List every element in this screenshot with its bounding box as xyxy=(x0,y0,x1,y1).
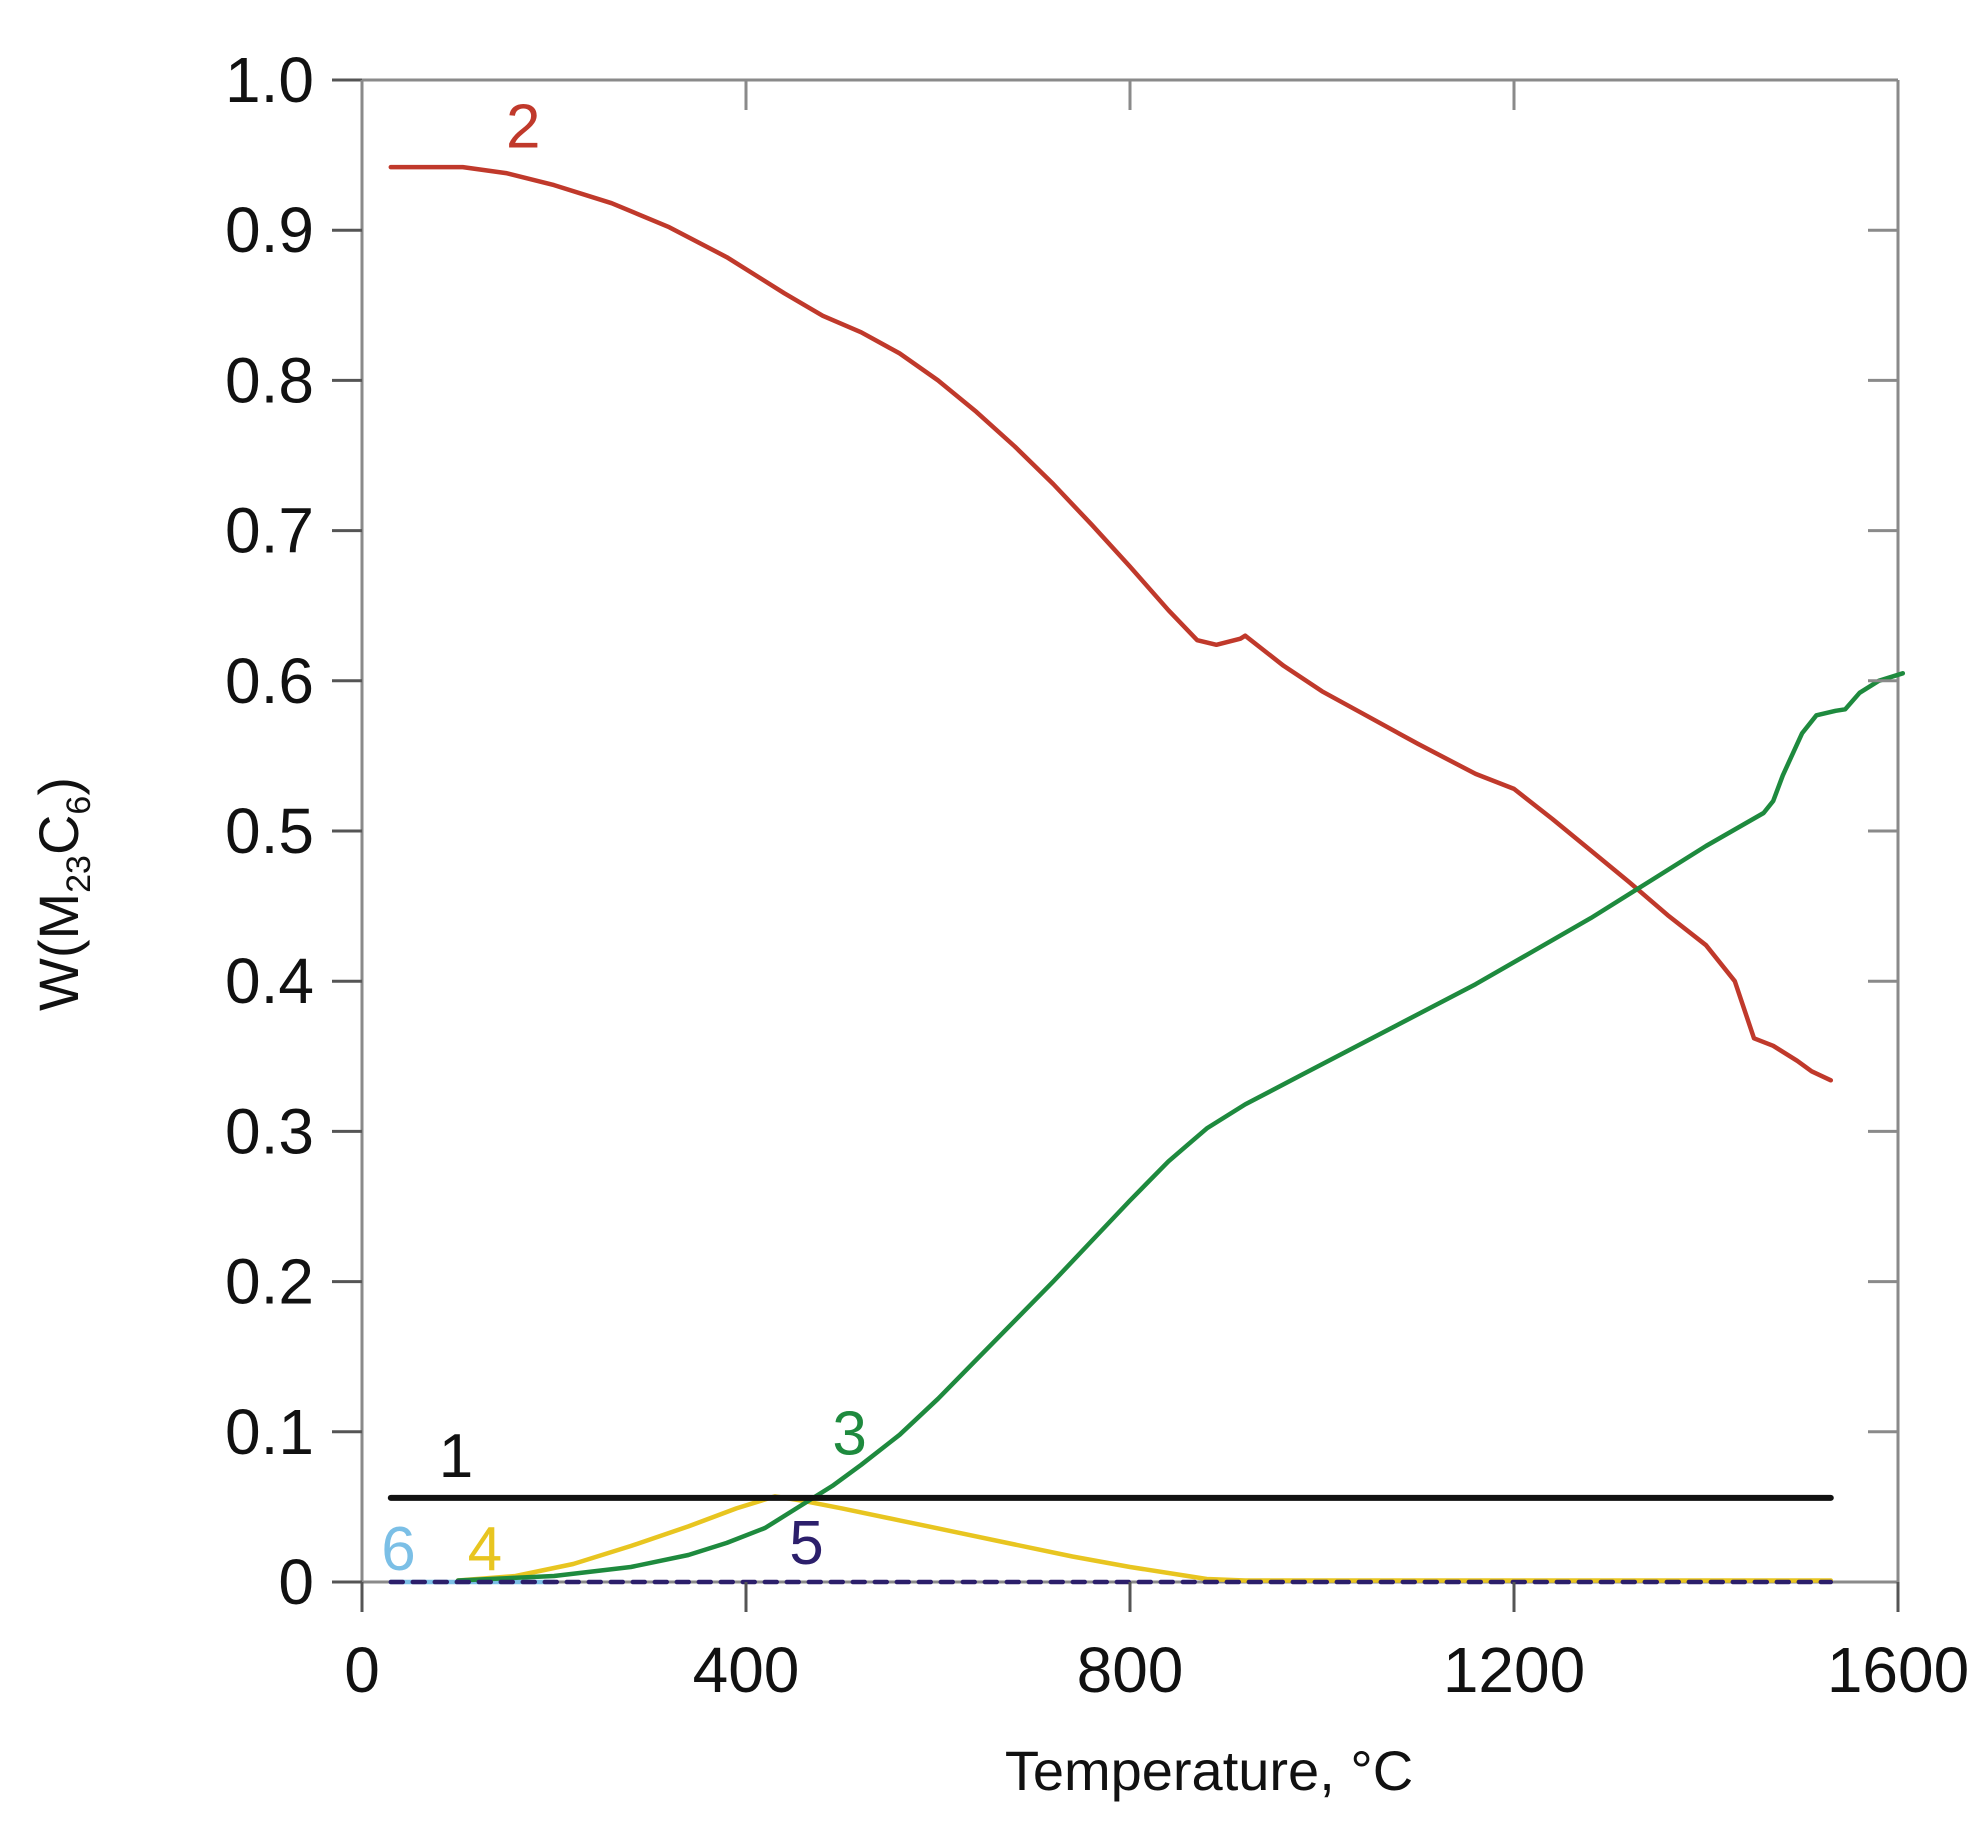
series-label-6: 6 xyxy=(381,1515,415,1584)
series-label-5: 5 xyxy=(789,1509,823,1578)
x-tick-label: 0 xyxy=(344,1634,380,1706)
y-tick-label: 0.6 xyxy=(225,645,314,717)
x-tick-label: 400 xyxy=(693,1634,800,1706)
x-tick-label: 1200 xyxy=(1443,1634,1585,1706)
x-tick-label: 1600 xyxy=(1827,1634,1969,1706)
y-tick-label: 0.8 xyxy=(225,344,314,416)
y-tick-label: 0.2 xyxy=(225,1246,314,1318)
y-tick-label: 0.5 xyxy=(225,795,314,867)
tick-layer: 00.10.20.30.40.50.60.70.80.91.00 400 800 12… xyxy=(225,44,1969,1706)
series-label-1: 1 xyxy=(439,1422,473,1491)
y-tick-label: 1.0 xyxy=(225,44,314,116)
series-line-4 xyxy=(455,1494,1834,1583)
y-tick-label: 0.4 xyxy=(225,945,314,1017)
y-tick-label: 0.9 xyxy=(225,194,314,266)
y-axis-title-prefix: W(M xyxy=(27,893,90,1011)
plot-frame xyxy=(360,78,1900,1584)
x-axis-title: Temperature, °C xyxy=(1005,1739,1413,1802)
y-axis-title-sub1: 23 xyxy=(60,855,98,893)
x-tick-label: 800 xyxy=(1077,1634,1184,1706)
y-axis-title-mid: C xyxy=(27,815,90,855)
y-axis-title-suffix: ) xyxy=(27,777,90,796)
y-axis-title: W(M23C6) xyxy=(27,777,98,1011)
y-tick-label: 0 xyxy=(278,1546,314,1618)
series-label-2: 2 xyxy=(506,93,540,162)
series-line-3 xyxy=(455,671,1906,1583)
y-tick-label: 0.1 xyxy=(225,1396,314,1468)
series-label-4: 4 xyxy=(468,1515,502,1584)
series-line-2 xyxy=(388,164,1834,1083)
series-label-3: 3 xyxy=(832,1399,866,1468)
y-tick-label: 0.7 xyxy=(225,495,314,567)
y-axis-title-sub2: 6 xyxy=(60,796,98,815)
curve-label-layer: 6 4 2 3 1 5 xyxy=(381,93,867,1584)
series-layer xyxy=(387,164,1906,1585)
y-tick-label: 0.3 xyxy=(225,1095,314,1167)
